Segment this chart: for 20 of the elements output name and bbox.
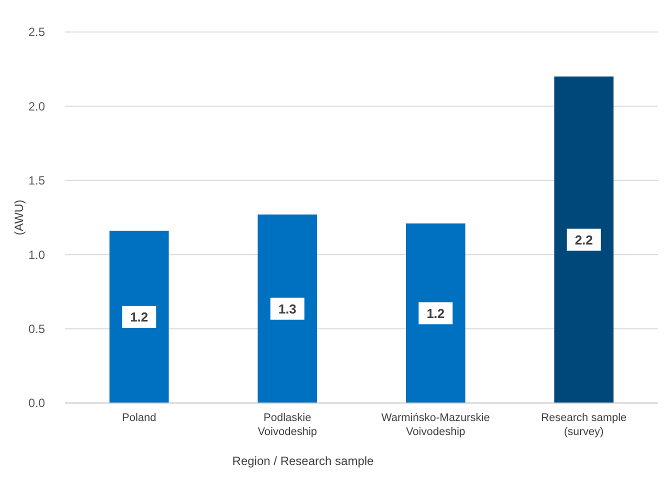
y-tick-label: 0.5	[28, 322, 46, 336]
bar	[258, 214, 318, 403]
data-label: 1.3	[278, 301, 296, 316]
bar	[109, 230, 169, 403]
y-tick-label: 1.5	[28, 174, 46, 188]
y-tick-label: 0.0	[28, 396, 46, 410]
bar	[554, 76, 614, 403]
data-label: 1.2	[130, 309, 148, 324]
x-tick-label: Warmińsko-Mazurskie Voivodeship	[381, 412, 490, 438]
data-label: 2.2	[574, 232, 593, 248]
y-tick-label: 2.0	[28, 99, 46, 114]
x-tick-label: Poland	[122, 412, 156, 424]
y-axis-title: (AWU)	[12, 200, 26, 236]
bar	[406, 223, 466, 403]
x-axis-title: Region / Research sample	[232, 454, 374, 468]
y-tick-label: 1.0	[28, 248, 46, 262]
x-tick-label: Research sample (survey)	[541, 412, 627, 438]
x-tick-label: Podlaskie Voivodeship	[258, 412, 318, 438]
data-label: 1.2	[426, 306, 445, 321]
y-tick-label: 2.5	[28, 25, 46, 40]
